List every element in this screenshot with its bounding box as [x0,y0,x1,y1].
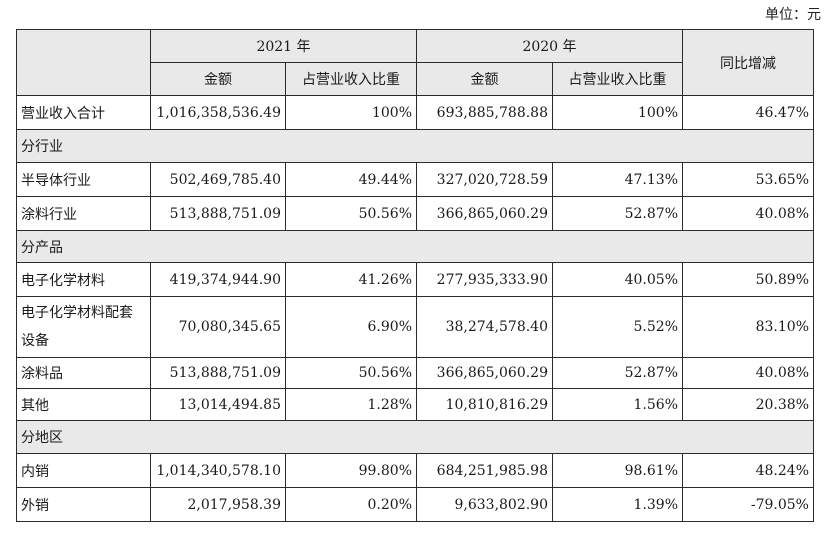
row-label: 涂料行业 [16,196,151,231]
table-row: 电子化学材料配套设备 70,080,345.65 6.90% 38,274,57… [16,296,814,358]
header-share-2020: 占营业收入比重 [552,62,683,96]
share-2021: 50.56% [285,357,417,389]
table-row: 内销 1,014,340,578.10 99.80% 684,251,985.9… [16,453,814,488]
row-label: 外销 [16,487,151,522]
revenue-table: 2021 年 2020 年 同比增减 金额 占营业收入比重 金额 占营业收入比重… [16,29,814,522]
table-row: 涂料品 513,888,751.09 50.56% 366,865,060.29… [16,357,814,389]
header-amount-2020: 金额 [416,62,553,96]
header-corner-cell [16,29,151,96]
yoy-change: 40.08% [682,357,814,389]
row-label: 半导体行业 [16,162,151,197]
yoy-change: -79.05% [682,487,814,522]
amount-2021: 513,888,751.09 [150,357,286,389]
unit-label: 单位：元 [765,7,821,23]
share-2020: 52.87% [552,196,683,231]
row-label: 内销 [16,453,151,488]
amount-2021: 502,469,785.40 [150,162,286,197]
share-2020: 1.39% [552,487,683,522]
share-2020: 98.61% [552,453,683,488]
header-year-2021: 2021 年 [150,29,417,63]
share-2021: 0.20% [285,487,417,522]
header-row-years: 2021 年 2020 年 同比增减 [16,29,814,96]
row-label: 其他 [16,388,151,421]
amount-2020: 38,274,578.40 [416,296,553,358]
row-label: 涂料品 [16,357,151,389]
amount-2020: 684,251,985.98 [416,453,553,488]
yoy-change: 46.47% [682,95,814,130]
header-row-columns: 金额 占营业收入比重 金额 占营业收入比重 [17,62,814,96]
amount-2020: 10,810,816.29 [416,388,553,421]
share-2020: 40.05% [552,262,683,297]
share-2021: 1.28% [285,388,417,421]
amount-2021: 1,014,340,578.10 [150,453,286,488]
yoy-change: 20.38% [682,388,814,421]
share-2021: 49.44% [285,162,417,197]
share-2021: 41.26% [285,262,417,297]
section-title: 分行业 [16,129,814,163]
header-amount-2021: 金额 [150,62,286,96]
amount-2021: 513,888,751.09 [150,196,286,231]
section-header-industry: 分行业 [16,129,814,163]
yoy-change: 53.65% [682,162,814,197]
share-2021: 50.56% [285,196,417,231]
share-2021: 6.90% [285,296,417,358]
section-header-product: 分产品 [16,230,814,263]
amount-2020: 693,885,788.88 [416,95,553,130]
amount-2020: 327,020,728.59 [416,162,553,197]
table-row: 其他 13,014,494.85 1.28% 10,810,816.29 1.5… [16,388,814,421]
row-label: 营业收入合计 [16,95,151,130]
amount-2021: 70,080,345.65 [150,296,286,358]
share-2020: 100% [552,95,683,130]
row-label: 电子化学材料配套设备 [16,296,151,358]
share-2020: 52.87% [552,357,683,389]
amount-2021: 419,374,944.90 [150,262,286,297]
yoy-change: 83.10% [682,296,814,358]
yoy-change: 48.24% [682,453,814,488]
amount-2020: 366,865,060.29 [416,357,553,389]
amount-2021: 1,016,358,536.49 [150,95,286,130]
table-row: 半导体行业 502,469,785.40 49.44% 327,020,728.… [16,162,814,197]
amount-2020: 9,633,802.90 [416,487,553,522]
table-row: 电子化学材料 419,374,944.90 41.26% 277,935,333… [16,262,814,297]
amount-2021: 2,017,958.39 [150,487,286,522]
section-title: 分产品 [16,230,814,263]
yoy-change: 50.89% [682,262,814,297]
header-share-2021: 占营业收入比重 [285,62,417,96]
section-title: 分地区 [16,420,814,454]
share-2020: 5.52% [552,296,683,358]
table-row: 涂料行业 513,888,751.09 50.56% 366,865,060.2… [16,196,814,231]
header-year-2020: 2020 年 [416,29,683,63]
share-2021: 100% [285,95,417,130]
header-yoy: 同比增减 [682,29,814,96]
share-2020: 1.56% [552,388,683,421]
share-2020: 47.13% [552,162,683,197]
amount-2020: 277,935,333.90 [416,262,553,297]
table-row: 外销 2,017,958.39 0.20% 9,633,802.90 1.39%… [16,487,814,522]
total-row: 营业收入合计 1,016,358,536.49 100% 693,885,788… [16,95,814,130]
section-header-region: 分地区 [16,420,814,454]
amount-2020: 366,865,060.29 [416,196,553,231]
row-label: 电子化学材料 [16,262,151,297]
yoy-change: 40.08% [682,196,814,231]
share-2021: 99.80% [285,453,417,488]
amount-2021: 13,014,494.85 [150,388,286,421]
